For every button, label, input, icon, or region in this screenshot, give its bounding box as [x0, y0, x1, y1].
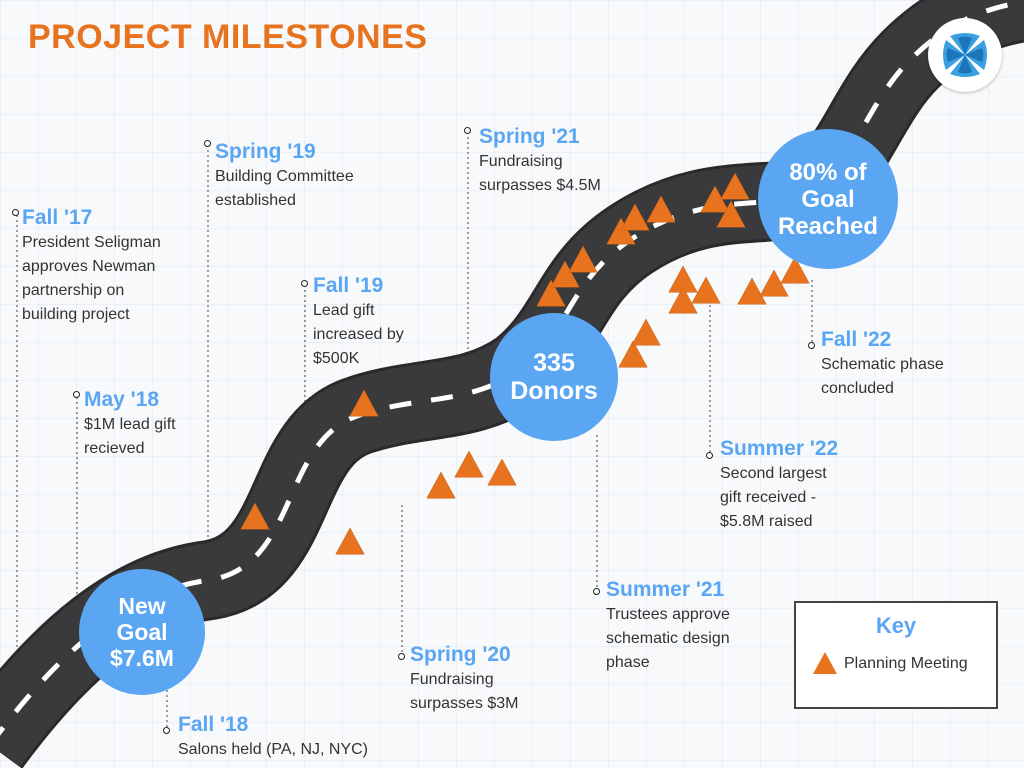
marker-dot	[398, 653, 405, 660]
marker-dot	[706, 452, 713, 459]
planning-meeting-marker	[550, 260, 580, 288]
milestone-label: Spring '20	[410, 643, 511, 666]
marker-dot	[163, 727, 170, 734]
milestone-description: Building Committee established	[215, 168, 354, 209]
milestone-label: Summer '21	[606, 578, 725, 601]
milestone-summer-21: Summer '21 Trustees approve schematic de…	[606, 578, 730, 675]
planning-meeting-marker	[631, 318, 661, 346]
milestone-description: Fundraising surpasses $4.5M	[479, 153, 601, 194]
milestone-label: Fall '19	[313, 274, 384, 297]
planning-meeting-marker	[737, 277, 767, 305]
milestone-summer-22: Summer '22 Second largest gift received …	[720, 437, 838, 534]
milestone-label: May '18	[84, 388, 160, 411]
milestone-spring-20: Spring '20 Fundraising surpasses $3M	[410, 643, 519, 716]
planning-meeting-marker	[780, 256, 810, 284]
marker-dot	[464, 127, 471, 134]
leader-lines	[16, 132, 813, 730]
planning-meeting-marker	[536, 279, 566, 307]
planning-meeting-marker	[720, 172, 750, 200]
planning-meeting-marker	[620, 203, 650, 231]
planning-meeting-marker	[668, 286, 698, 314]
milestone-description: Trustees approve schematic design phase	[606, 606, 730, 671]
planning-meeting-marker	[349, 389, 379, 417]
marker-dot	[808, 342, 815, 349]
milestone-fall-19: Fall '19 Lead gift increased by $500K	[313, 274, 404, 371]
milestone-label: Fall '22	[821, 328, 892, 351]
cross-icon	[943, 33, 987, 77]
marker-dot	[73, 391, 80, 398]
planning-meeting-marker	[716, 200, 746, 228]
goal-circle: New Goal $7.6M	[79, 569, 205, 695]
logo	[928, 18, 1002, 92]
planning-meeting-marker	[606, 217, 636, 245]
milestone-label: Summer '22	[720, 437, 839, 460]
planning-meeting-marker	[618, 340, 648, 368]
milestone-label: Spring '21	[479, 125, 580, 148]
milestone-label: Fall '18	[178, 713, 249, 736]
milestone-spring-21: Spring '21 Fundraising surpasses $4.5M	[479, 125, 601, 198]
milestone-description: Fundraising surpasses $3M	[410, 671, 519, 712]
planning-meeting-marker	[335, 527, 365, 555]
planning-meeting-marker	[646, 195, 676, 223]
legend-key: Key Planning Meeting	[794, 601, 998, 709]
milestone-label: Fall '17	[22, 206, 93, 229]
marker-dot	[301, 280, 308, 287]
marker-dot	[593, 588, 600, 595]
triangle-icon	[813, 652, 837, 674]
milestone-spring-19: Spring '19 Building Committee establishe…	[215, 140, 354, 213]
milestone-fall-22: Fall '22 Schematic phase concluded	[821, 328, 944, 401]
goal-reached-circle: 80% of Goal Reached	[758, 129, 898, 269]
donors-circle: 335 Donors	[490, 313, 618, 441]
milestone-description: $1M lead gift recieved	[84, 416, 176, 457]
planning-meeting-marker	[240, 502, 270, 530]
page-title: PROJECT MILESTONES	[28, 18, 428, 56]
key-item-label: Planning Meeting	[844, 655, 968, 672]
planning-meeting-marker	[568, 245, 598, 273]
planning-meeting-marker	[691, 276, 721, 304]
milestone-description: Schematic phase concluded	[821, 356, 944, 397]
milestone-fall-18: Fall '18 Salons held (PA, NJ, NYC)	[178, 713, 368, 762]
milestone-description: Salons held (PA, NJ, NYC)	[178, 741, 368, 758]
marker-dot	[12, 209, 19, 216]
planning-meeting-marker	[487, 458, 517, 486]
milestone-description: Second largest gift received - $5.8M rai…	[720, 465, 827, 530]
planning-meeting-marker	[454, 450, 484, 478]
planning-meeting-markers	[240, 172, 810, 555]
planning-meeting-marker	[426, 471, 456, 499]
key-title: Key	[875, 613, 917, 638]
milestone-label: Spring '19	[215, 140, 316, 163]
milestone-may-18: May '18 $1M lead gift recieved	[84, 388, 176, 461]
milestone-description: Lead gift increased by $500K	[313, 302, 404, 367]
marker-dot	[204, 140, 211, 147]
milestone-description: President Seligman approves Newman partn…	[22, 234, 161, 323]
milestone-fall-17: Fall '17 President Seligman approves New…	[22, 206, 161, 327]
